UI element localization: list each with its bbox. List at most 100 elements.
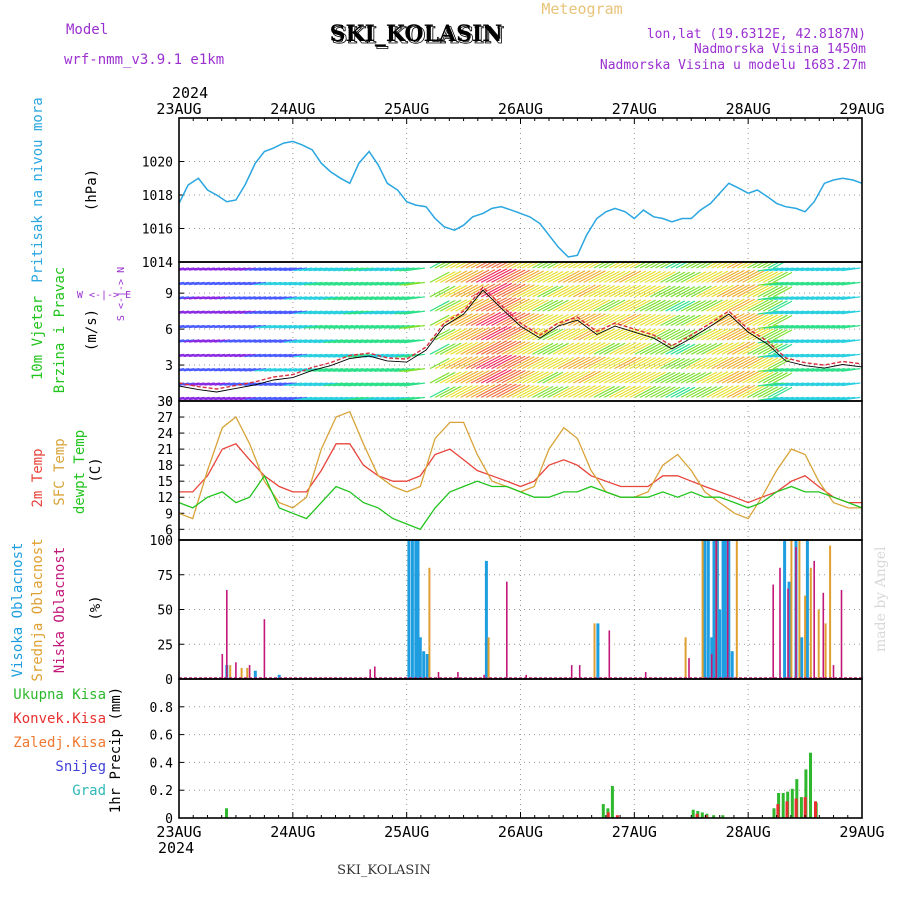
wind-barb xyxy=(188,310,205,314)
wind-barb xyxy=(389,339,410,344)
wind-barb xyxy=(214,296,231,300)
wind-barb xyxy=(644,285,666,298)
wind-barb xyxy=(706,299,729,312)
wind-barb xyxy=(675,329,696,341)
wind-barb xyxy=(757,285,779,298)
wind-barb xyxy=(805,368,825,372)
wind-barb xyxy=(573,327,596,341)
wind-barb xyxy=(511,384,535,398)
wind-barb xyxy=(552,342,575,355)
wind-barb xyxy=(763,368,784,372)
wind-barb xyxy=(343,281,364,286)
wind-barb xyxy=(634,270,656,283)
wind-barb xyxy=(742,299,765,312)
wind-barb xyxy=(598,371,620,384)
wind-barb xyxy=(234,396,251,401)
wind-barb xyxy=(364,382,384,387)
wind-barb xyxy=(199,339,215,343)
wind-barb xyxy=(670,386,690,398)
wind-barb xyxy=(353,368,374,373)
wind-barb xyxy=(303,310,323,315)
wind-barb xyxy=(711,385,734,398)
wind-barb xyxy=(269,368,287,372)
wind-barb xyxy=(747,342,769,355)
footer-station: SKI_KOLASIN xyxy=(337,863,431,878)
wind-barb xyxy=(284,296,302,300)
wind-barb xyxy=(598,313,620,327)
clouds-ytick-label: 100 xyxy=(150,534,173,549)
wind-barb xyxy=(209,310,226,314)
wind-barb xyxy=(784,339,804,344)
wind-barb xyxy=(486,368,512,384)
wind-barb xyxy=(701,313,723,327)
wind-barb xyxy=(403,281,425,286)
wind-barb xyxy=(374,382,395,387)
wind-barb xyxy=(486,340,512,355)
wind-barb xyxy=(593,328,615,341)
wind-barb xyxy=(434,271,456,283)
wind-barb xyxy=(439,285,462,298)
wind-barb xyxy=(254,267,272,271)
wind-barb xyxy=(836,382,856,387)
wind-barb xyxy=(726,298,751,312)
wind-barb xyxy=(790,310,810,315)
precip-bar xyxy=(809,752,812,818)
wind-barb xyxy=(800,353,820,358)
wind-ylabel-2: Brzina i Pravac xyxy=(52,267,68,393)
wind-barb xyxy=(831,382,851,387)
wind-barb xyxy=(742,371,765,384)
wind-barb xyxy=(795,324,815,329)
wind-barb xyxy=(179,296,190,299)
wind-barb xyxy=(655,314,676,327)
wind-barb xyxy=(815,368,835,372)
wind-barb xyxy=(537,342,559,355)
wind-barb xyxy=(179,396,190,400)
wind-barb xyxy=(675,271,696,283)
wind-barb xyxy=(747,371,769,384)
wind-barb xyxy=(328,296,349,301)
wind-barb xyxy=(269,267,287,271)
wind-barb xyxy=(179,368,185,370)
wind-barb xyxy=(333,281,354,286)
cloud-bar xyxy=(425,654,429,679)
cloud-bar xyxy=(374,666,376,679)
lonlat-text: lon,lat (19.6312E, 42.8187N) xyxy=(647,27,866,42)
wind-barb xyxy=(757,296,779,301)
wind-barb xyxy=(757,371,779,384)
wind-barb xyxy=(716,284,740,298)
wind-barb xyxy=(603,328,626,341)
wind-barb xyxy=(790,296,810,300)
wind-barb xyxy=(588,299,611,312)
wind-barb xyxy=(542,342,564,355)
precip-ytick-label: 0.8 xyxy=(150,701,173,716)
wind-barb xyxy=(767,262,781,269)
wind-barb xyxy=(532,299,554,312)
precip-bar xyxy=(704,815,708,818)
wind-barb xyxy=(284,281,302,286)
wind-barb xyxy=(323,368,343,372)
cloud-bar xyxy=(701,540,704,679)
wind-barb xyxy=(737,356,760,370)
wind-barb xyxy=(706,328,729,341)
wind-barb xyxy=(274,296,292,300)
wind-barb xyxy=(399,324,420,329)
wind-barb xyxy=(475,297,502,312)
wind-barb xyxy=(480,297,508,312)
wind-barb xyxy=(800,281,820,286)
wind-barb xyxy=(264,339,282,343)
wind-barb xyxy=(219,353,236,358)
wind-barb xyxy=(501,384,526,398)
wind-barb xyxy=(179,383,180,384)
wind-barb xyxy=(224,267,241,271)
wind-barb xyxy=(188,324,205,329)
wind-barb xyxy=(685,357,707,370)
wind-barb xyxy=(369,324,390,329)
wind-barb xyxy=(183,339,200,343)
cloud-bar xyxy=(772,584,774,679)
wind-barb xyxy=(795,382,815,387)
wind-barb xyxy=(588,385,611,398)
wind-barb xyxy=(762,300,783,312)
wind-barb xyxy=(665,271,686,283)
wind-barb xyxy=(655,386,676,398)
wind-barb xyxy=(501,369,526,384)
